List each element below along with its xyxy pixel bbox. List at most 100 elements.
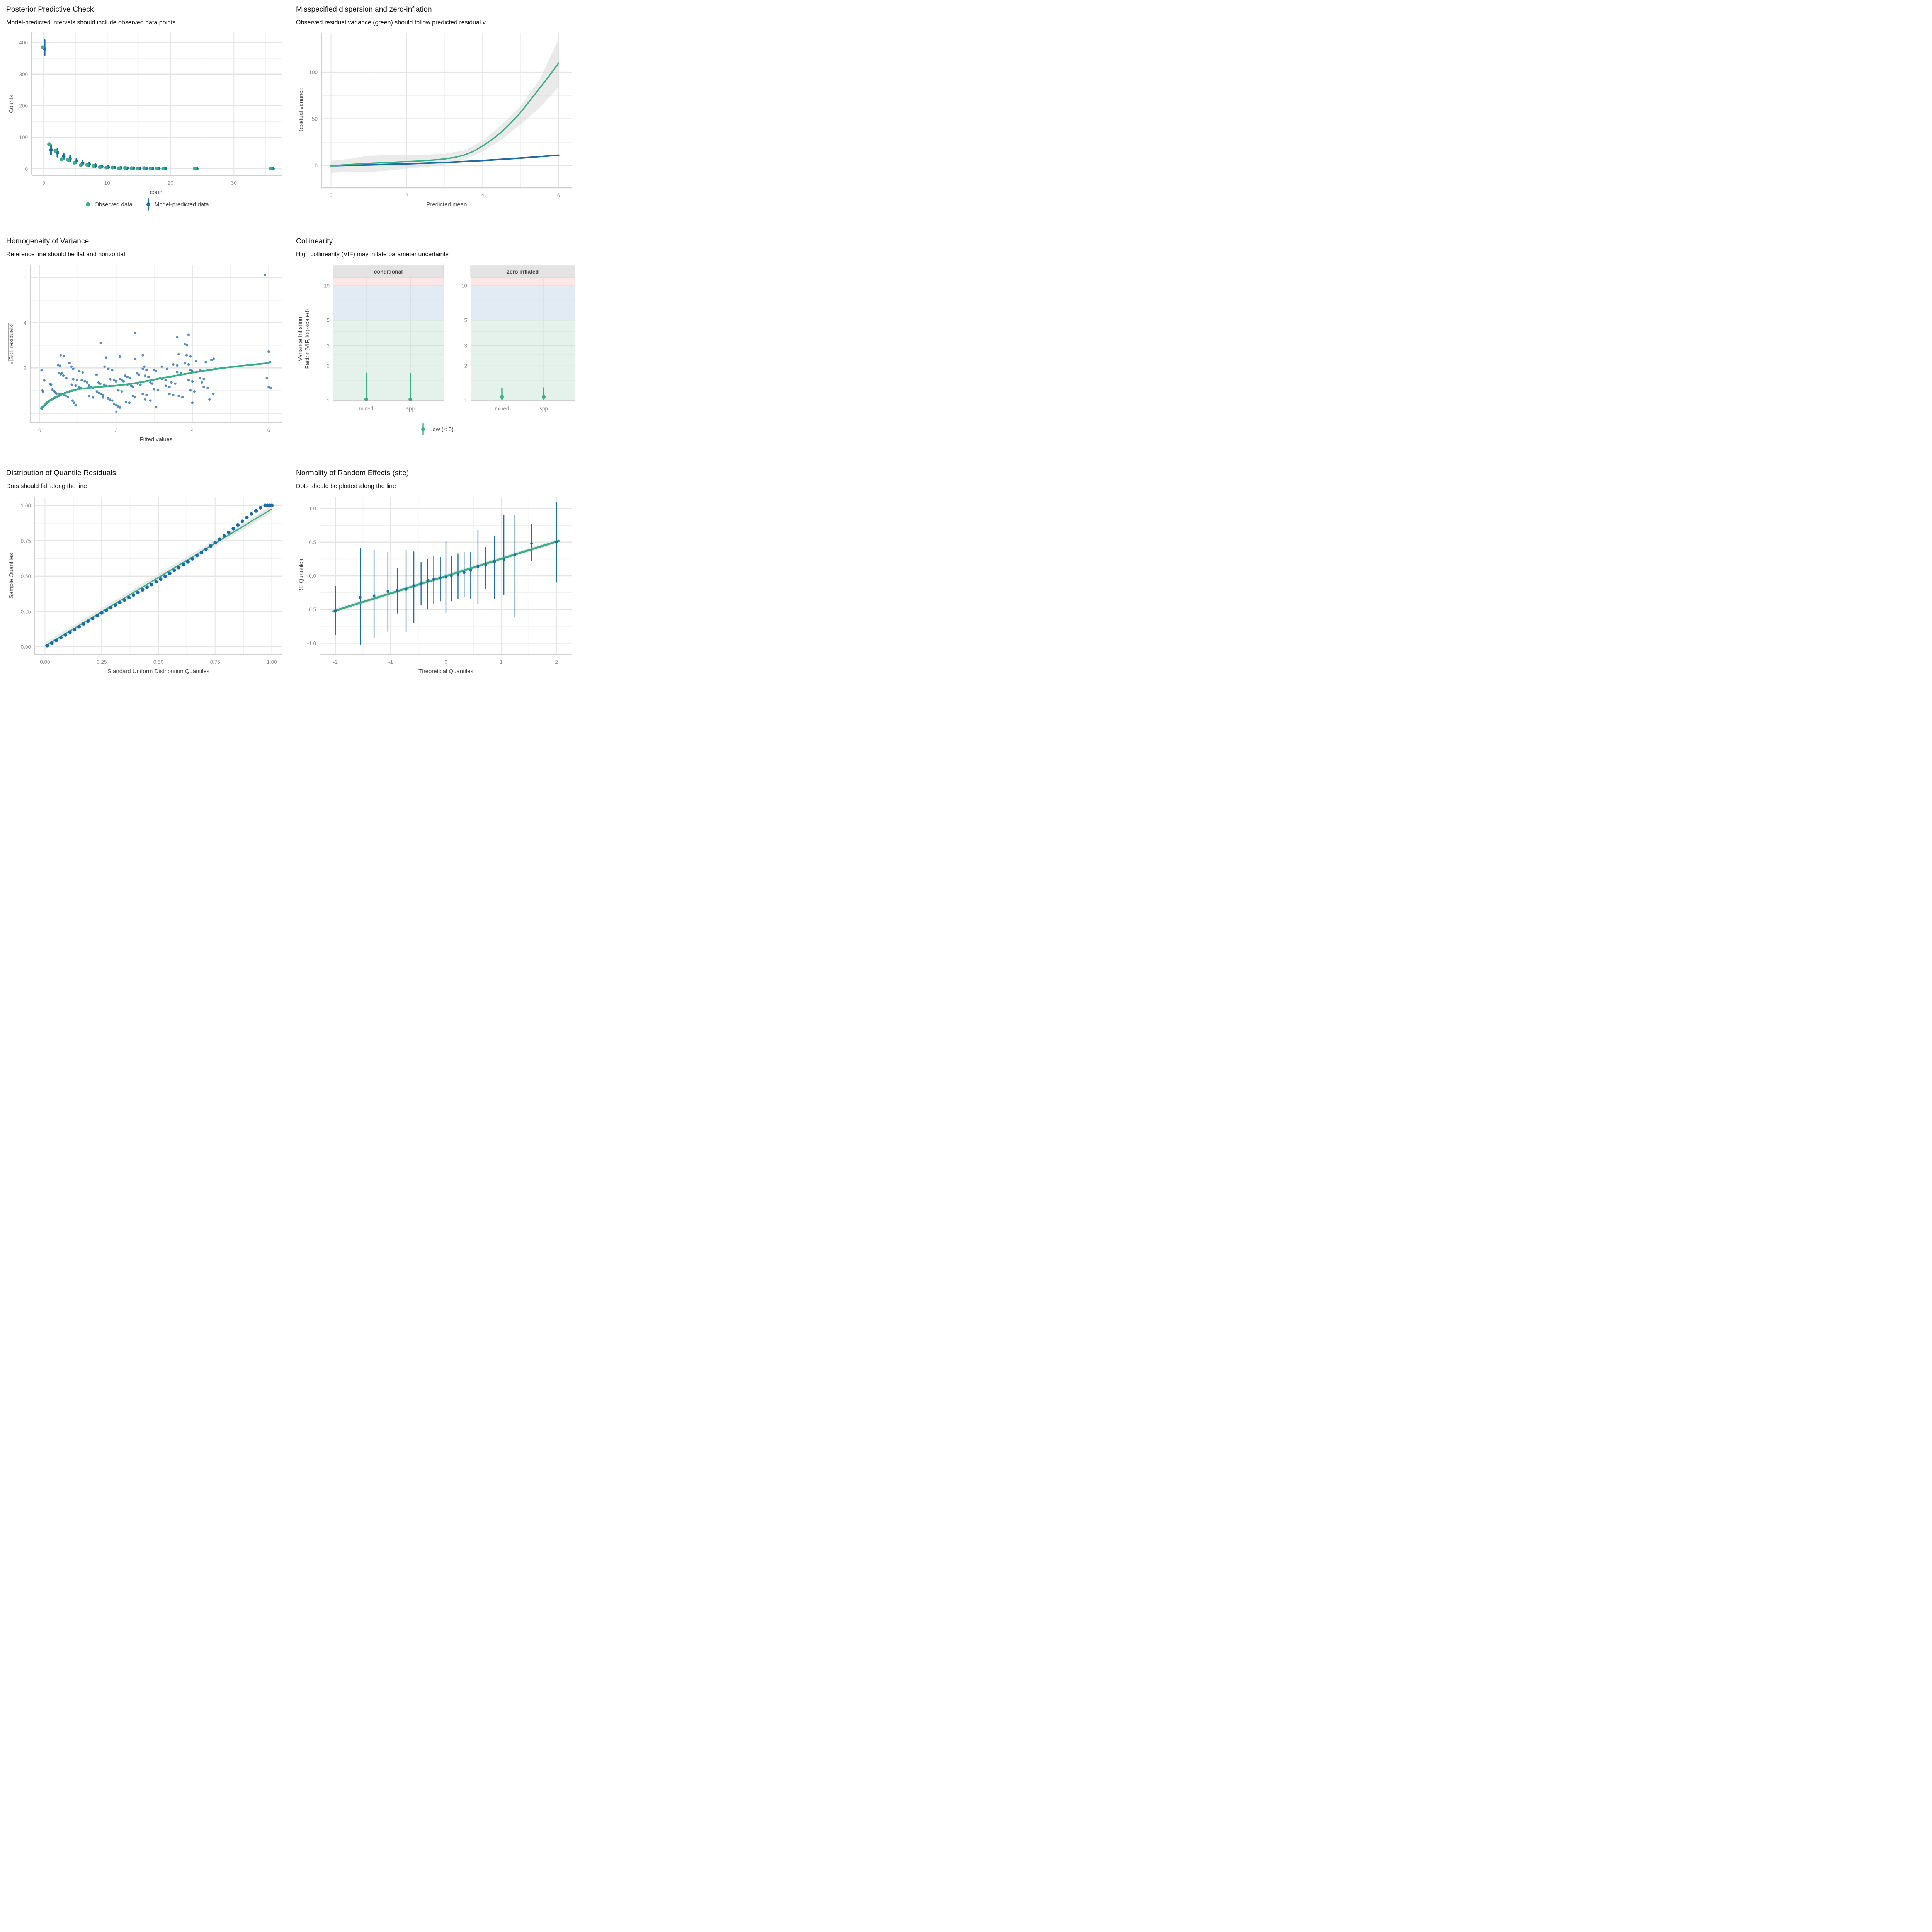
panel-subtitle: Observed residual variance (green) shoul… — [296, 19, 486, 26]
svg-text:spp: spp — [539, 406, 548, 412]
svg-text:Predicted mean: Predicted mean — [426, 201, 467, 208]
panel-posterior-predictive-check: Posterior Predictive Check Model-predict… — [0, 0, 290, 232]
svg-text:Fitted values: Fitted values — [139, 436, 172, 443]
svg-text:0.50: 0.50 — [153, 659, 163, 665]
panel-quantile-residuals: Distribution of Quantile Residuals Dots … — [0, 464, 290, 696]
svg-text:10: 10 — [104, 180, 110, 186]
svg-text:2: 2 — [555, 659, 558, 665]
svg-text:2: 2 — [464, 363, 467, 369]
svg-text:0.75: 0.75 — [21, 538, 31, 544]
legend-label: Observed data — [94, 201, 133, 208]
panel-subtitle: Model-predicted intervals should include… — [6, 19, 176, 26]
svg-text:0.00: 0.00 — [40, 659, 50, 665]
svg-text:Residual variance: Residual variance — [298, 87, 304, 133]
legend-item-ppc-1: Model-predicted data — [146, 198, 209, 211]
svg-text:20: 20 — [168, 180, 173, 186]
svg-text:3: 3 — [464, 343, 467, 349]
svg-text:0.25: 0.25 — [97, 659, 107, 665]
svg-text:-1: -1 — [388, 659, 393, 665]
svg-text:400: 400 — [19, 40, 28, 46]
svg-text:0: 0 — [23, 410, 26, 416]
panel-homogeneity-of-variance: Homogeneity of Variance Reference line s… — [0, 232, 290, 464]
svg-text:4: 4 — [23, 320, 26, 326]
svg-text:0: 0 — [25, 166, 28, 172]
dispersion-chart: 0 2 4 6 0 50 100 Predicted mean Residual varianc… — [298, 33, 572, 208]
svg-text:0.75: 0.75 — [210, 659, 220, 665]
collinearity-chart: Variance Inflation Factor (VIF, log-scale… — [297, 265, 575, 412]
svg-text:count: count — [150, 189, 165, 196]
svg-text:2: 2 — [23, 365, 26, 371]
svg-text:0.00: 0.00 — [21, 644, 31, 650]
svg-text:zero inflated: zero inflated — [507, 269, 539, 275]
svg-text:50: 50 — [312, 116, 318, 122]
svg-text:10: 10 — [461, 283, 467, 289]
svg-text:0.5: 0.5 — [309, 539, 316, 545]
legend-label: Low (< 5) — [429, 426, 454, 433]
svg-text:300: 300 — [19, 71, 28, 77]
svg-text:4: 4 — [191, 427, 194, 433]
svg-text:1.0: 1.0 — [309, 506, 316, 512]
panel-subtitle: Dots should fall along the line — [6, 483, 87, 490]
panel-title: Normality of Random Effects (site) — [296, 469, 409, 477]
panel-title: Posterior Predictive Check — [6, 5, 94, 14]
panel-title: Distribution of Quantile Residuals — [6, 469, 116, 477]
svg-text:100: 100 — [309, 70, 318, 75]
panel-subtitle: Reference line should be flat and horizo… — [6, 251, 125, 258]
collinearity-legend: Low (< 5) — [296, 422, 578, 437]
svg-text:-2: -2 — [333, 659, 338, 665]
svg-text:100: 100 — [19, 134, 28, 140]
homogeneity-chart: 0 2 4 6 0 2 4 6 Fitted values √|Std. residuals| — [8, 265, 282, 443]
svg-text:mined: mined — [495, 406, 509, 412]
svg-text:mined: mined — [359, 406, 373, 412]
panel-title: Misspecified dispersion and zero-inflati… — [296, 5, 432, 14]
svg-text:Sample Quantiles: Sample Quantiles — [8, 553, 15, 599]
panel-misspecified-dispersion: Misspecified dispersion and zero-inflati… — [290, 0, 580, 232]
svg-text:5: 5 — [327, 318, 330, 323]
pointrange-glyph-icon — [146, 198, 150, 211]
svg-text:6: 6 — [267, 427, 270, 433]
svg-text:0.0: 0.0 — [309, 573, 316, 579]
svg-text:0: 0 — [330, 192, 333, 198]
legend-item-collinearity-0: Low (< 5) — [420, 423, 454, 436]
svg-text:3: 3 — [327, 343, 330, 349]
svg-text:Standard Uniform Distribution: Standard Uniform Distribution Quantiles — [107, 668, 209, 675]
svg-text:0: 0 — [38, 427, 41, 433]
svg-text:10: 10 — [324, 283, 330, 289]
svg-text:RE Quantiles: RE Quantiles — [298, 559, 304, 593]
svg-text:1: 1 — [464, 398, 467, 403]
svg-text:2: 2 — [327, 363, 330, 369]
panel-normality-random-effects: Normality of Random Effects (site) Dots … — [290, 464, 580, 696]
qq-chart: 0.00 0.25 0.50 0.75 1.00 0.00 0.25 0.50 0.75 1.00… — [8, 497, 282, 675]
svg-text:2: 2 — [405, 192, 408, 198]
svg-text:6: 6 — [557, 192, 560, 198]
svg-text:200: 200 — [19, 103, 28, 109]
panel-title: Collinearity — [296, 237, 333, 245]
svg-text:conditional: conditional — [374, 269, 403, 275]
panel-collinearity: Collinearity High collinearity (VIF) may… — [290, 232, 580, 464]
legend-label: Model-predicted data — [154, 201, 209, 208]
svg-text:0: 0 — [315, 163, 318, 168]
diagnostics-grid: Posterior Predictive Check Model-predict… — [0, 0, 580, 696]
ppc-legend: Observed data Model-predicted data — [6, 197, 288, 212]
svg-text:5: 5 — [464, 318, 467, 323]
legend-item-ppc-0: Observed data — [85, 198, 133, 211]
svg-text:√|Std. residuals|: √|Std. residuals| — [8, 323, 15, 365]
panel-title: Homogeneity of Variance — [6, 237, 89, 245]
svg-text:30: 30 — [231, 180, 237, 186]
svg-text:Counts: Counts — [8, 95, 15, 113]
svg-text:4: 4 — [481, 192, 485, 198]
panel-subtitle: High collinearity (VIF) may inflate para… — [296, 251, 449, 258]
dot-glyph-icon — [86, 202, 90, 207]
svg-text:6: 6 — [23, 275, 26, 281]
svg-text:1: 1 — [327, 398, 330, 403]
svg-text:-1.0: -1.0 — [307, 640, 316, 646]
svg-text:0.25: 0.25 — [21, 609, 31, 614]
svg-text:Factor (VIF, log-scaled): Factor (VIF, log-scaled) — [304, 309, 311, 369]
svg-text:0.50: 0.50 — [21, 573, 31, 579]
svg-text:2: 2 — [115, 427, 118, 433]
svg-text:Variance Inflation: Variance Inflation — [297, 317, 304, 361]
reqq-chart: -2 -1 0 1 2 -1.0 -0.5 0.0 0.5 1.0 Theoretical Quan… — [298, 497, 572, 675]
svg-text:1.00: 1.00 — [21, 503, 31, 509]
svg-text:1: 1 — [500, 659, 503, 665]
